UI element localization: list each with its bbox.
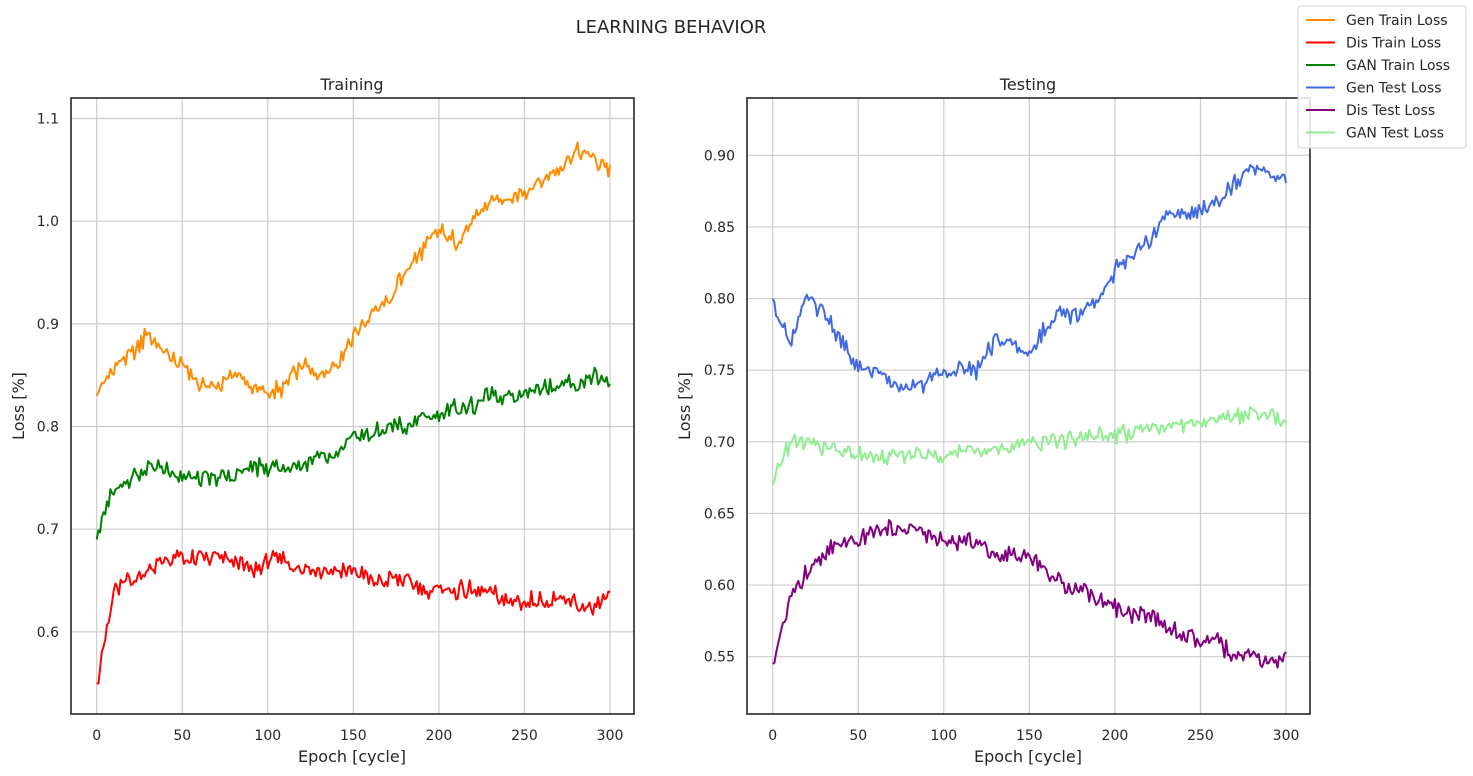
testing-ytick-label: 0.55 [704,650,735,666]
training-xtick-label: 0 [92,728,101,744]
legend-label: Gen Train Loss [1346,13,1448,29]
testing-ytick-label: 0.60 [704,578,735,594]
legend-label: Dis Train Loss [1346,36,1441,52]
legend-box [1297,5,1467,149]
legend-label: Dis Test Loss [1346,103,1435,119]
testing-series-line-gan-test-loss [771,406,1287,486]
testing-series [771,164,1288,669]
legend-label: GAN Test Loss [1346,126,1444,142]
testing-xtick-label: 200 [1102,728,1129,744]
testing-axes: 0 50 100 150 200 250 300 0.55 0.60 0.65 0.70 0.75 0.… [675,75,1311,766]
training-series [95,141,612,685]
testing-xtick-label: 250 [1187,728,1214,744]
testing-grid [747,98,1310,714]
training-xtick-label: 100 [254,728,281,744]
training-xtick-label: 300 [597,728,624,744]
figure-suptitle: LEARNING BEHAVIOR [576,17,767,38]
testing-ytick-label: 0.80 [704,292,735,308]
training-grid [71,98,634,714]
training-xtick-label: 250 [511,728,538,744]
legend-label: GAN Train Loss [1346,58,1450,74]
training-ytick-label: 1.1 [37,112,59,128]
legend-entries: Gen Train Loss Dis Train Loss GAN Train Lo… [1306,13,1450,142]
testing-ylabel: Loss [%] [675,372,694,440]
testing-ytick-label: 0.85 [704,220,735,236]
testing-xtick-label: 150 [1016,728,1043,744]
training-ytick-label: 0.6 [37,625,59,641]
training-ylabel: Loss [%] [9,372,28,440]
training-xtick-label: 200 [426,728,453,744]
training-series-line-dis-train-loss [96,549,611,685]
testing-xtick-label: 300 [1273,728,1300,744]
training-frame [70,97,635,715]
training-xlabel: Epoch [cycle] [298,747,406,766]
testing-series-line-gen-test-loss [771,164,1288,394]
legend: Gen Train Loss Dis Train Loss GAN Train Lo… [1297,5,1467,149]
training-axes: 0 50 100 150 200 250 300 0.6 0.7 0.8 0.9 1.0 1.1 Tra… [9,75,635,766]
testing-ytick-label: 0.90 [704,148,735,164]
training-series-line-gen-train-loss [95,141,612,400]
legend-label: Gen Test Loss [1346,81,1442,97]
testing-ticks: 0 50 100 150 200 250 300 0.55 0.60 0.65 0.70 0.75 0.… [704,148,1300,744]
training-ticks: 0 50 100 150 200 250 300 0.6 0.7 0.8 0.9 1.0 1.1 [37,112,624,744]
testing-xtick-label: 100 [930,728,957,744]
testing-series-line-dis-test-loss [772,519,1287,669]
testing-xtick-label: 0 [768,728,777,744]
training-xtick-label: 50 [173,728,191,744]
training-title: Training [319,75,383,94]
training-series-line-gan-train-loss [95,366,611,540]
testing-title: Testing [999,75,1056,94]
testing-ytick-label: 0.65 [704,506,735,522]
testing-ytick-label: 0.70 [704,435,735,451]
training-xtick-label: 150 [340,728,367,744]
testing-ytick-label: 0.75 [704,363,735,379]
training-ytick-label: 0.9 [37,317,59,333]
testing-frame [746,97,1311,715]
training-ytick-label: 0.7 [37,522,59,538]
training-ytick-label: 1.0 [37,214,59,230]
testing-xtick-label: 50 [849,728,867,744]
training-ytick-label: 0.8 [37,420,59,436]
testing-xlabel: Epoch [cycle] [974,747,1082,766]
